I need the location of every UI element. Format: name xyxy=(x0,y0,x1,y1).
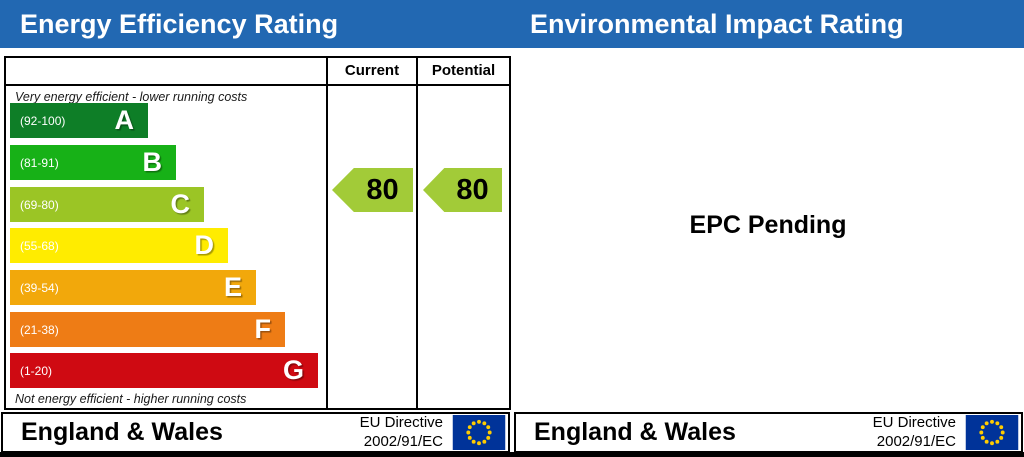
table-header-row xyxy=(6,58,509,86)
region-label: England & Wales xyxy=(21,418,223,446)
top-note: Very energy efficient - lower running co… xyxy=(15,90,248,104)
band-range-label: (81-91) xyxy=(20,155,59,170)
bottom-edge xyxy=(0,452,1024,457)
band-row-a: (92-100) A xyxy=(10,103,148,138)
band-range-label: (21-38) xyxy=(20,322,59,337)
band-range-label: (1-20) xyxy=(20,363,53,378)
environmental-impact-title: Environmental Impact Rating xyxy=(530,9,904,39)
potential-column-header: Potential xyxy=(431,62,496,79)
eu-directive-line2: 2002/91/EC xyxy=(363,432,443,450)
bottom-note: Not energy efficient - higher running co… xyxy=(15,392,247,406)
current-rating-arrow: 80 xyxy=(332,168,413,212)
region-label: England & Wales xyxy=(534,418,736,446)
eu-directive-line1: EU Directive xyxy=(359,413,443,431)
band-row-f: (21-38) F xyxy=(10,312,285,347)
eu-directive-label: EU Directive 2002/91/EC xyxy=(360,414,452,452)
band-range-label: (92-100) xyxy=(20,113,66,128)
band-letter: G xyxy=(282,355,304,385)
band-letter: C xyxy=(170,189,191,219)
band-letter: A xyxy=(114,105,135,135)
band-row-b: (81-91) B xyxy=(10,145,176,180)
footer-left: England & Wales EU Directive 2002/91/EC xyxy=(1,412,510,453)
band-letter: B xyxy=(142,147,163,177)
footer-right: England & Wales EU Directive 2002/91/EC xyxy=(514,412,1023,453)
eu-flag-icon xyxy=(965,415,1019,450)
eu-directive-line1: EU Directive xyxy=(872,413,956,431)
band-range-label: (55-68) xyxy=(20,238,59,253)
band-letter: E xyxy=(223,272,242,302)
energy-rating-table: Current Potential Very energy efficient … xyxy=(4,56,511,410)
current-column-divider xyxy=(326,58,328,408)
band-letter: F xyxy=(254,314,272,344)
current-column-header: Current xyxy=(344,62,400,79)
potential-rating-arrow: 80 xyxy=(423,168,502,212)
band-letter: D xyxy=(194,230,215,260)
band-row-g: (1-20) G xyxy=(10,353,318,388)
eu-flag-icon xyxy=(452,415,506,450)
band-row-d: (55-68) D xyxy=(10,228,228,263)
band-range-label: (69-80) xyxy=(20,197,59,212)
band-row-e: (39-54) E xyxy=(10,270,256,305)
potential-rating-value: 80 xyxy=(456,173,489,206)
eu-directive-label: EU Directive 2002/91/EC xyxy=(873,414,965,452)
energy-efficiency-title: Energy Efficiency Rating xyxy=(20,9,339,39)
eu-directive-line2: 2002/91/EC xyxy=(876,432,956,450)
epc-pending-message: EPC Pending xyxy=(689,211,847,239)
band-row-c: (69-80) C xyxy=(10,187,204,222)
band-range-label: (39-54) xyxy=(20,280,59,295)
current-rating-value: 80 xyxy=(366,173,399,206)
potential-column-divider xyxy=(416,58,418,408)
header-bar: Energy Efficiency Rating Environmental I… xyxy=(0,0,1024,48)
